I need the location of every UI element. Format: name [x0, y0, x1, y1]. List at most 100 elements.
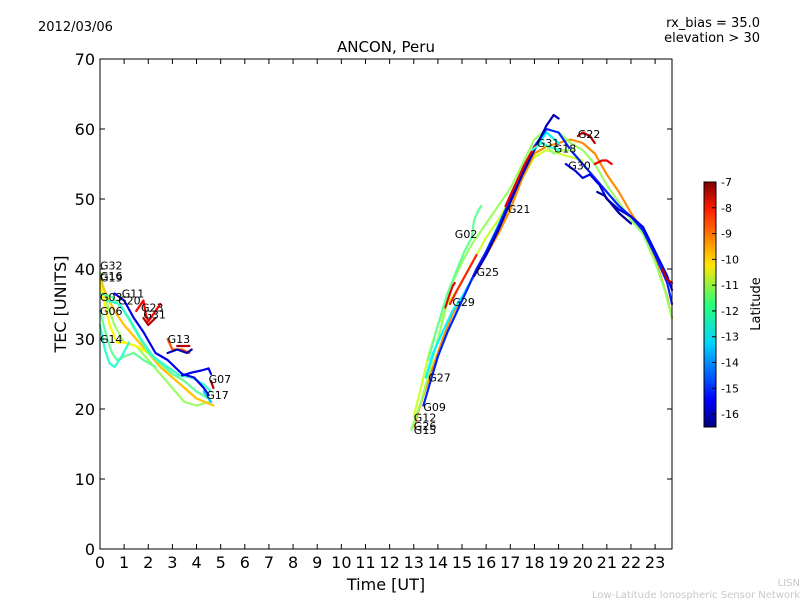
- series-g11: [113, 292, 210, 397]
- series-g07b: [209, 379, 215, 390]
- satellite-label-g23: G23: [141, 302, 164, 315]
- y-tick-label: 40: [75, 260, 95, 279]
- satellite-label-g03: G03: [100, 291, 123, 304]
- colorbar-tick-label: -11: [721, 279, 739, 292]
- y-tick-label: 60: [75, 120, 95, 139]
- x-tick-label: 16: [476, 553, 496, 572]
- satellite-label-g31: G31: [537, 137, 560, 150]
- footer-lisn: LISN: [778, 578, 800, 589]
- rx-bias-label: rx_bias = 35.0: [666, 16, 760, 31]
- plot-frame: [99, 58, 673, 550]
- satellite-label-g17: G17: [206, 389, 229, 402]
- satellite-label-g02: G02: [455, 228, 478, 241]
- x-tick-label: 0: [95, 553, 105, 572]
- x-tick-label: 5: [216, 553, 226, 572]
- footer-network: Low-Latitude Ionospheric Sensor Network: [592, 590, 800, 600]
- colorbar-tick-label: -15: [721, 382, 739, 395]
- satellite-label-g20: G20: [118, 295, 141, 308]
- y-tick-label: 20: [75, 400, 95, 419]
- series-g31r: [530, 141, 560, 152]
- elevation-label: elevation > 30: [664, 31, 760, 46]
- satellite-label-g26: G26: [414, 420, 437, 433]
- satellite-label-g22: G22: [578, 128, 601, 141]
- satellite-label-g25: G25: [477, 266, 500, 279]
- satellite-label-g18: G18: [554, 143, 577, 156]
- x-tick-label: 7: [264, 553, 274, 572]
- x-tick-label: 22: [621, 553, 641, 572]
- y-tick-label: 0: [85, 540, 95, 559]
- satellite-label-g06: G06: [100, 305, 123, 318]
- series-g13c: [166, 348, 193, 355]
- y-tick-label: 10: [75, 470, 95, 489]
- series-g21: [473, 113, 560, 278]
- x-tick-label: 8: [288, 553, 298, 572]
- axes: 0 1 2 3 4 5 6 7 8 9 10 11 12 13 14 15 16 17 18 19 20 21 22 2301…: [75, 50, 672, 572]
- x-tick-label: 6: [240, 553, 250, 572]
- x-tick-label: 12: [379, 553, 399, 572]
- x-tick-label: 21: [597, 553, 617, 572]
- x-axis-label: Time [UT]: [346, 575, 425, 594]
- series-g21b: [504, 145, 536, 208]
- series-g14: [98, 323, 131, 369]
- satellite-label-g16: G16: [100, 270, 123, 283]
- x-tick-label: 13: [404, 553, 424, 572]
- series-g30: [564, 162, 674, 292]
- satellite-label-g30: G30: [568, 159, 591, 172]
- series-g18: [545, 145, 575, 155]
- x-tick-label: 20: [573, 553, 593, 572]
- satellite-label-g32: G32: [100, 260, 123, 273]
- y-axis-label: TEC [UNITS]: [51, 256, 70, 354]
- x-tick-label: 17: [500, 553, 520, 572]
- satellite-label-g21: G21: [508, 203, 531, 216]
- x-tick-label: 10: [331, 553, 351, 572]
- satellite-label-g09: G09: [423, 401, 446, 414]
- colorbar-ticks: -7 -8 -9 -10 -11 -12 -13 -14 -15 -16: [712, 176, 739, 421]
- satellite-label-g19: G19: [100, 271, 123, 284]
- colorbar-tick-label: -12: [721, 305, 739, 318]
- series-g22: [576, 131, 596, 145]
- x-tick-label: 15: [452, 553, 472, 572]
- y-tick-label: 70: [75, 50, 95, 69]
- series-g32: [98, 271, 210, 407]
- series-layer: [98, 113, 674, 432]
- colorbar-tick-label: -14: [721, 357, 739, 370]
- x-tick-label: 23: [645, 553, 665, 572]
- x-tick-label: 3: [167, 553, 177, 572]
- series-g02: [427, 204, 483, 362]
- chart-title: ANCON, Peru: [337, 38, 435, 56]
- satellite-label-g29: G29: [452, 296, 475, 309]
- colorbar-tick-label: -7: [721, 176, 732, 189]
- satellite-label-g07: G07: [209, 373, 232, 386]
- series-g17: [202, 390, 213, 404]
- y-tick-label: 50: [75, 190, 95, 209]
- satellite-label-g31: G31: [143, 309, 166, 322]
- x-tick-label: 18: [524, 553, 544, 572]
- series-g29: [448, 253, 478, 306]
- series-g22b: [593, 159, 613, 166]
- x-tick-label: 11: [355, 553, 375, 572]
- series-g29b: [444, 281, 456, 309]
- x-tick-label: 19: [548, 553, 568, 572]
- x-tick-label: 1: [119, 553, 129, 572]
- x-tick-label: 4: [191, 553, 201, 572]
- x-tick-label: 9: [312, 553, 322, 572]
- colorbar-tick-label: -8: [721, 202, 732, 215]
- series-g25: [410, 127, 674, 432]
- satellite-label-g15: G15: [414, 424, 437, 437]
- x-tick-label: 14: [428, 553, 448, 572]
- series-g31: [142, 316, 157, 327]
- series-g25r: [661, 267, 674, 285]
- colorbar: [703, 181, 717, 428]
- satellite-label-g14: G14: [100, 333, 123, 346]
- series-g07: [181, 367, 213, 377]
- series-g15: [412, 138, 674, 428]
- satellite-label-g27: G27: [428, 372, 451, 385]
- satellite-label-g11: G11: [122, 288, 145, 301]
- colorbar-tick-label: -13: [721, 331, 739, 344]
- colorbar-tick-label: -10: [721, 253, 739, 266]
- series-g27: [424, 131, 560, 379]
- y-tick-label: 30: [75, 330, 95, 349]
- satellite-label-g13: G13: [168, 333, 191, 346]
